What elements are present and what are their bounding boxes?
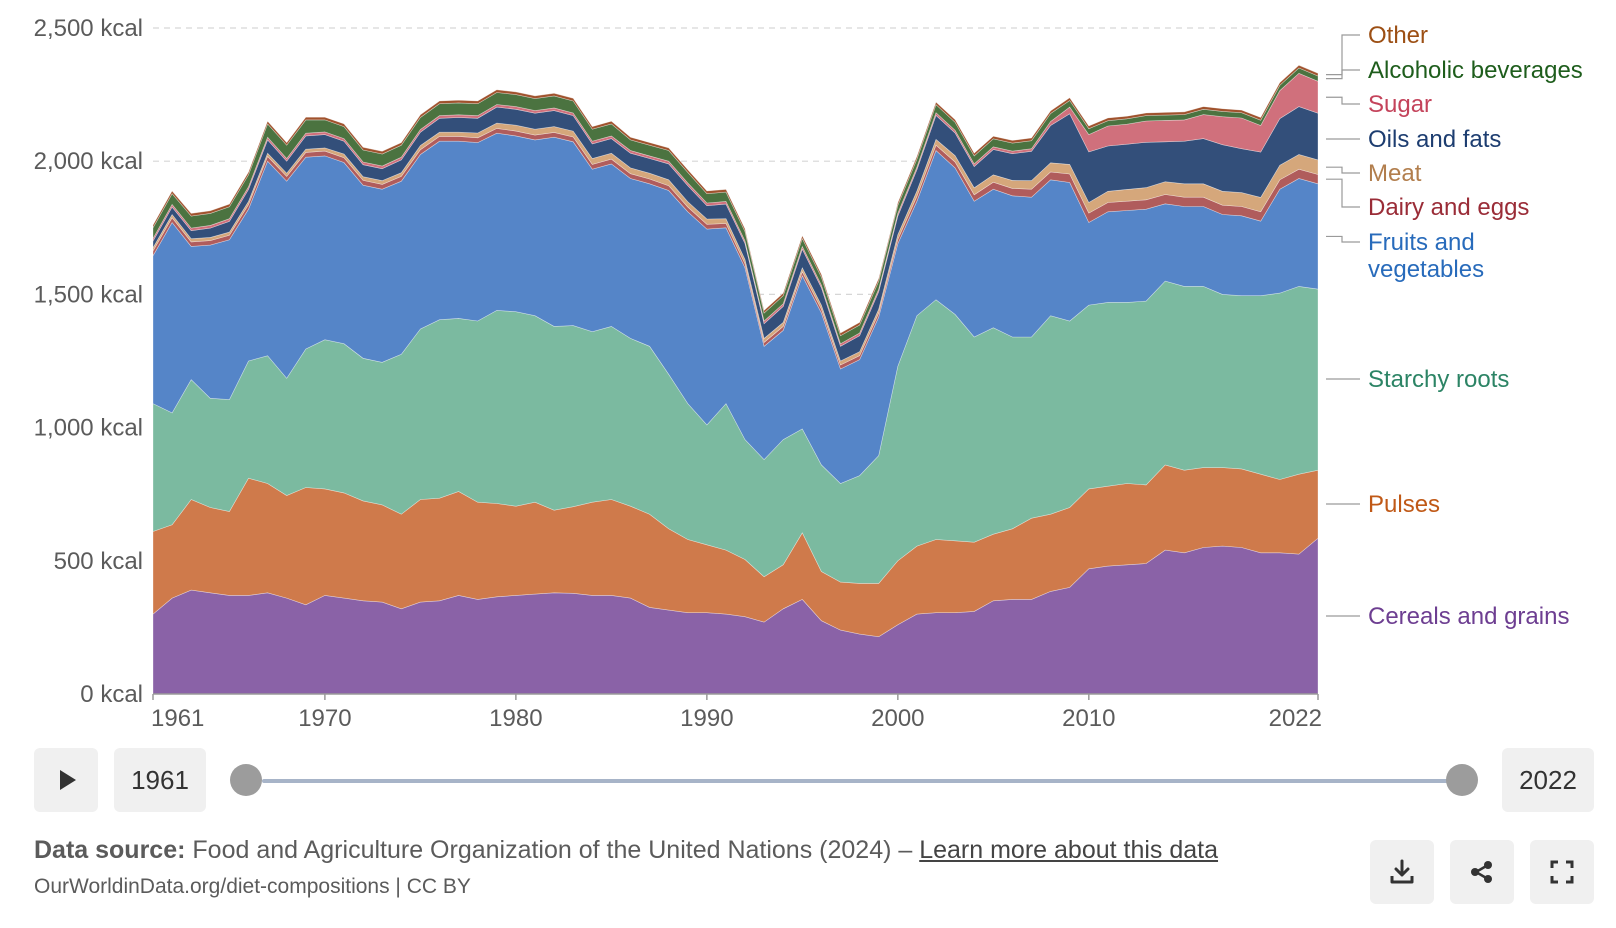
share-button[interactable] [1450, 840, 1514, 904]
chart-footer: Data source: Food and Agriculture Organi… [34, 836, 1334, 899]
legend-label: Alcoholic beverages [1368, 57, 1583, 84]
play-icon [60, 770, 76, 790]
data-source-text: Food and Agriculture Organization of the… [185, 836, 920, 864]
legend-label: Meat [1368, 160, 1422, 187]
x-tick-label: 2022 [1269, 705, 1322, 730]
slider-handle-start[interactable] [230, 764, 262, 796]
legend-connector [1326, 96, 1360, 105]
legend-connector [1326, 166, 1360, 174]
x-tick-label: 1961 [151, 705, 204, 730]
timeline-controls: 1961 2022 [0, 748, 1616, 814]
x-tick-label: 1980 [489, 705, 542, 730]
data-source-line: Data source: Food and Agriculture Organi… [34, 836, 1334, 865]
legend-label: Dairy and eggs [1368, 194, 1529, 221]
x-tick-label: 2010 [1062, 705, 1115, 730]
learn-more-link[interactable]: Learn more about this data [919, 836, 1219, 864]
timeline-slider-track[interactable] [262, 779, 1462, 783]
legend-label: Pulses [1368, 491, 1440, 518]
start-year-box[interactable]: 1961 [114, 748, 206, 812]
download-icon [1390, 859, 1414, 884]
data-source-label: Data source: [34, 836, 186, 864]
share-icon [1471, 861, 1492, 883]
credit-line: OurWorldinData.org/diet-compositions | C… [34, 875, 471, 898]
slider-handle-end[interactable] [1446, 764, 1478, 796]
legend-label: Cereals and grains [1368, 603, 1569, 630]
area-other [152, 64, 1319, 337]
legend-label: Oils and fats [1368, 126, 1501, 153]
download-button[interactable] [1370, 840, 1434, 904]
x-tick-label: 1990 [680, 705, 733, 730]
end-year-box[interactable]: 2022 [1502, 748, 1594, 812]
legend-label: Other [1368, 22, 1428, 49]
fullscreen-icon [1550, 860, 1574, 884]
legend-label: Starchy roots [1368, 366, 1509, 393]
legend-label: Fruits and vegetables [1368, 229, 1484, 283]
y-tick-label: 2,500 kcal [34, 15, 143, 42]
y-tick-label: 1,000 kcal [34, 415, 143, 442]
fullscreen-button[interactable] [1530, 840, 1594, 904]
x-tick-label: 2000 [871, 705, 924, 730]
y-tick-label: 0 kcal [80, 681, 143, 708]
legend-connector [1326, 178, 1360, 208]
stacked-area-chart: 0 kcal 500 kcal 1,000 kcal 1,500 kcal 2,000 … [34, 15, 1583, 730]
legend-connector [1326, 34, 1360, 76]
chart: 0 kcal 500 kcal 1,000 kcal 1,500 kcal 2,000 … [34, 15, 1583, 730]
play-button[interactable] [34, 748, 98, 812]
x-tick-label: 1970 [298, 705, 351, 730]
y-tick-label: 500 kcal [54, 548, 143, 575]
y-tick-label: 1,500 kcal [34, 281, 143, 308]
y-tick-label: 2,000 kcal [34, 148, 143, 175]
legend-connector [1326, 235, 1360, 243]
legend-label: Sugar [1368, 91, 1432, 118]
